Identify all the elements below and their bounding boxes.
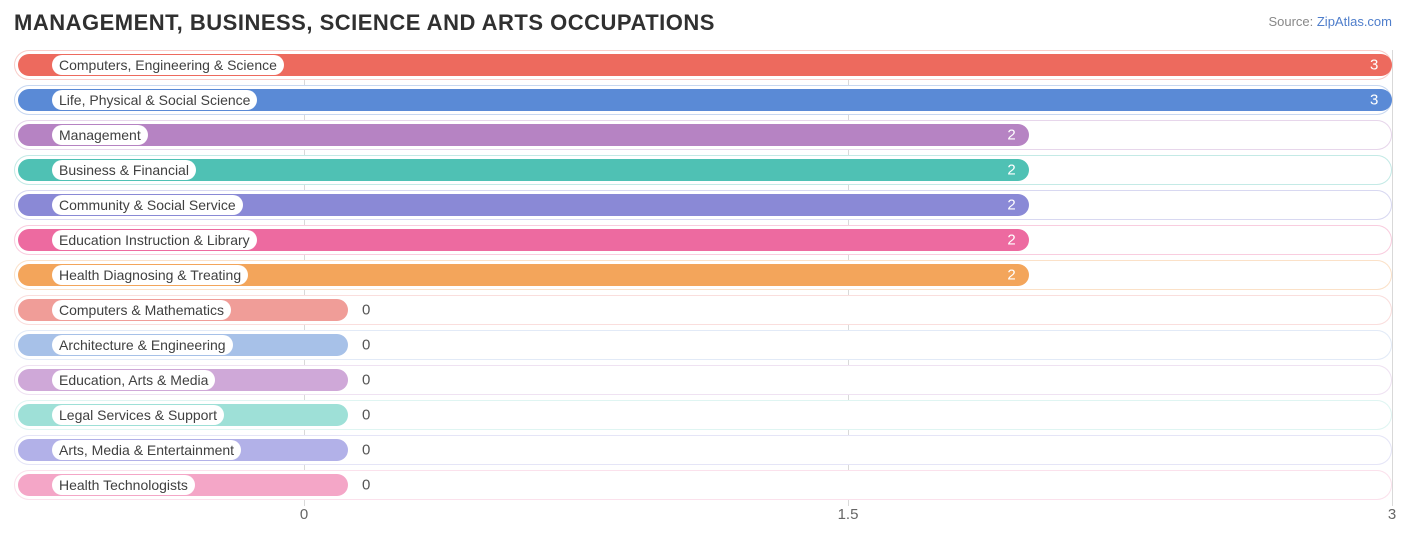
category-label: Health Diagnosing & Treating	[52, 265, 248, 285]
category-label: Education Instruction & Library	[52, 230, 257, 250]
value-label: 0	[362, 407, 370, 424]
category-label: Life, Physical & Social Science	[52, 90, 257, 110]
plot-area: Computers, Engineering & Science3Life, P…	[14, 50, 1392, 534]
bar-fill	[18, 124, 1029, 146]
bar-row: Life, Physical & Social Science 3	[14, 85, 1392, 115]
category-label: Management	[52, 125, 148, 145]
x-axis: 01.53	[14, 506, 1392, 534]
x-tick: 3	[1388, 506, 1396, 523]
category-label: Education, Arts & Media	[52, 370, 215, 390]
category-label: Community & Social Service	[52, 195, 243, 215]
source-credit: Source: ZipAtlas.com	[1268, 10, 1392, 29]
category-label: Arts, Media & Entertainment	[52, 440, 241, 460]
chart-container: MANAGEMENT, BUSINESS, SCIENCE AND ARTS O…	[0, 0, 1406, 559]
grid-line	[1392, 50, 1393, 506]
bar-row: Business & Financial 2	[14, 155, 1392, 185]
category-label: Computers, Engineering & Science	[52, 55, 284, 75]
source-prefix: Source:	[1268, 14, 1316, 29]
bar-row: Computers, Engineering & Science 3	[14, 50, 1392, 80]
value-label: 3	[1370, 57, 1378, 74]
bar-row: Health Diagnosing & Treating 2	[14, 260, 1392, 290]
bar-row: Community & Social Service 2	[14, 190, 1392, 220]
bar-row: Arts, Media & Entertainment 0	[14, 435, 1392, 465]
category-label: Architecture & Engineering	[52, 335, 233, 355]
category-label: Legal Services & Support	[52, 405, 224, 425]
value-label: 2	[1007, 232, 1015, 249]
bar-row: Legal Services & Support 0	[14, 400, 1392, 430]
bar-row: Architecture & Engineering 0	[14, 330, 1392, 360]
bar-row: Computers & Mathematics 0	[14, 295, 1392, 325]
value-label: 2	[1007, 127, 1015, 144]
bar-row: Health Technologists 0	[14, 470, 1392, 500]
value-label: 2	[1007, 197, 1015, 214]
value-label: 2	[1007, 162, 1015, 179]
value-label: 0	[362, 442, 370, 459]
x-tick: 0	[300, 506, 308, 523]
category-label: Health Technologists	[52, 475, 195, 495]
source-link[interactable]: ZipAtlas.com	[1317, 14, 1392, 29]
bar-row: Management 2	[14, 120, 1392, 150]
value-label: 2	[1007, 267, 1015, 284]
category-label: Computers & Mathematics	[52, 300, 231, 320]
value-label: 0	[362, 477, 370, 494]
value-label: 0	[362, 337, 370, 354]
bar-row: Education, Arts & Media 0	[14, 365, 1392, 395]
category-label: Business & Financial	[52, 160, 196, 180]
chart-title: MANAGEMENT, BUSINESS, SCIENCE AND ARTS O…	[14, 10, 715, 36]
value-label: 0	[362, 372, 370, 389]
value-label: 0	[362, 302, 370, 319]
header: MANAGEMENT, BUSINESS, SCIENCE AND ARTS O…	[14, 10, 1392, 36]
value-label: 3	[1370, 92, 1378, 109]
x-tick: 1.5	[838, 506, 859, 523]
bar-row: Education Instruction & Library 2	[14, 225, 1392, 255]
